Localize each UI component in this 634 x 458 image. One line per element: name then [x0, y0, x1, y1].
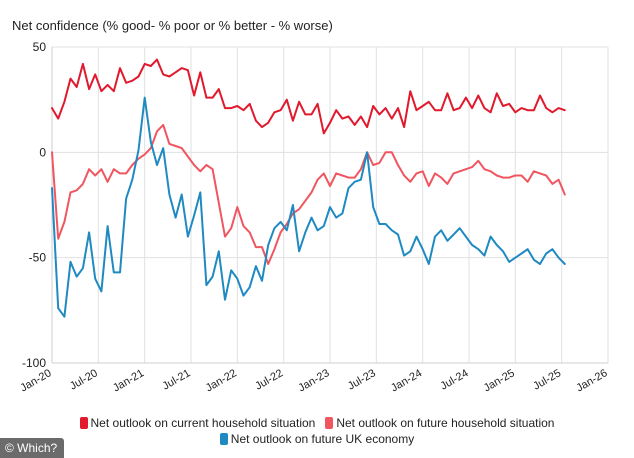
- x-tick-label: Jan-24: [389, 367, 424, 394]
- x-tick-label: Jan-26: [574, 367, 609, 394]
- x-tick-label: Jan-21: [111, 367, 146, 394]
- series-layer: [51, 58, 566, 318]
- axes: Jan-20 Jul-20 Jan-21 Jul-21 Jan-22 Jul-22 Jan-…: [18, 40, 609, 394]
- legend-row-1: Net outlook on current household situati…: [0, 416, 634, 430]
- legend-item-future-household: Net outlook on future household situatio…: [325, 416, 554, 430]
- watermark: © Which?: [0, 438, 65, 458]
- y-tick-label: -50: [29, 251, 47, 265]
- chart-title: Net confidence (% good- % poor or % bett…: [12, 18, 333, 33]
- legend-item-current-household: Net outlook on current household situati…: [79, 416, 316, 430]
- legend-row-2: Net outlook on future UK economy: [0, 432, 634, 446]
- series-line-3: [51, 96, 566, 318]
- legend-label: Net outlook on current household situati…: [90, 416, 316, 430]
- legend-label: Net outlook on future household situatio…: [336, 416, 555, 430]
- x-tick-label: Jul-20: [68, 367, 100, 392]
- x-tick-label: Jul-25: [531, 367, 563, 392]
- x-tick-label: Jul-23: [346, 367, 378, 392]
- series-line-1: [51, 58, 566, 135]
- legend-swatch-icon: [325, 417, 334, 429]
- x-tick-label: Jan-20: [18, 367, 53, 394]
- legend-swatch-icon: [219, 433, 228, 445]
- legend-label: Net outlook on future UK economy: [230, 432, 415, 446]
- x-tick-label: Jan-22: [204, 367, 239, 394]
- x-tick-label: Jan-25: [482, 367, 517, 394]
- y-tick-label: -100: [22, 356, 46, 370]
- x-tick-label: Jul-24: [439, 367, 471, 392]
- legend-swatch-icon: [79, 417, 88, 429]
- y-tick-label: 50: [33, 40, 47, 54]
- x-tick-label: Jul-21: [161, 367, 193, 392]
- x-tick-label: Jul-22: [253, 367, 285, 392]
- x-tick-label: Jan-23: [296, 367, 331, 394]
- legend-item-uk-economy: Net outlook on future UK economy: [219, 432, 415, 446]
- y-tick-label: 0: [39, 145, 46, 159]
- gridlines: [51, 46, 609, 364]
